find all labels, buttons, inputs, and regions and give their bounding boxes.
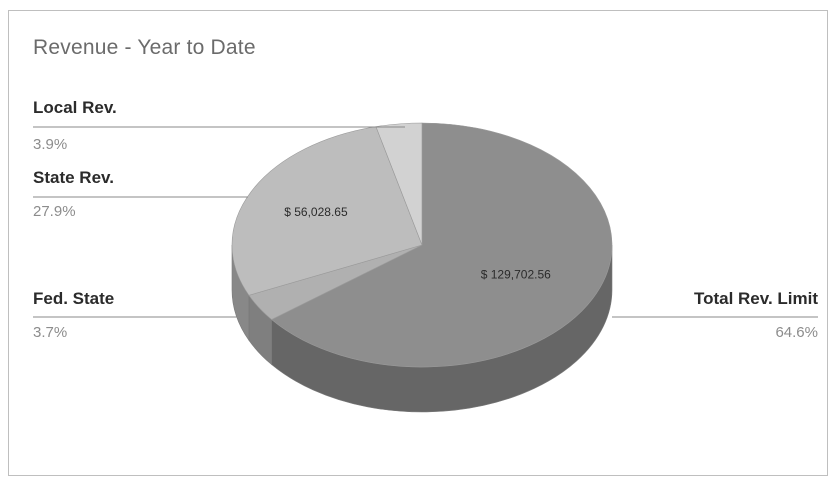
percent-label-local-rev: 3.9%: [33, 136, 67, 153]
category-label-fed-state: Fed. State: [33, 289, 114, 308]
data-label-value: $ 56,028.65: [284, 205, 348, 219]
category-label-state-rev: State Rev.: [33, 168, 114, 187]
percent-label-fed-state: 3.7%: [33, 324, 67, 341]
pie-slice-total-rev-limit: [271, 122, 613, 368]
data-label-value: $ 129,702.56: [481, 268, 551, 282]
category-label-local-rev: Local Rev.: [33, 98, 117, 117]
category-label-total-rev-limit: Total Rev. Limit: [694, 289, 818, 308]
pie-slice-state-rev: [231, 126, 423, 296]
chart-title: Revenue - Year to Date: [33, 36, 256, 59]
percent-label-state-rev: 27.9%: [33, 203, 76, 220]
percent-label-total-rev-limit: 64.6%: [775, 324, 818, 341]
